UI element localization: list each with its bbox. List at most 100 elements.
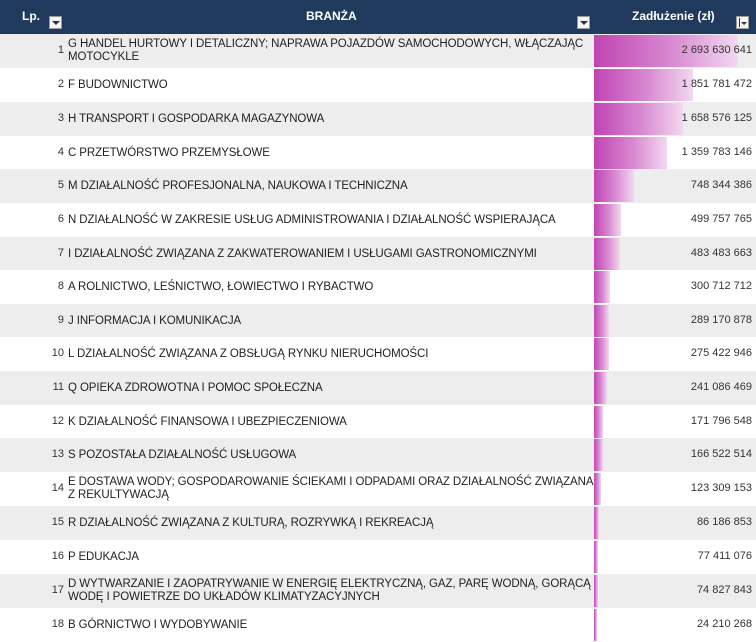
table-row[interactable]: 13 S POZOSTAŁA DZIAŁALNOŚĆ USŁUGOWA 166 52… (0, 438, 756, 472)
row-branza: N DZIAŁALNOŚĆ W ZAKRESIE USŁUG ADMINISTR… (68, 213, 556, 226)
table-row[interactable]: 12 K DZIAŁALNOŚĆ FINANSOWA I UBEZPIECZENI… (0, 405, 756, 439)
row-zadluzenie: 483 483 663 (690, 247, 752, 259)
row-zadluzenie: 289 170 878 (690, 314, 752, 326)
row-branza: D WYTWARZANIE I ZAOPATRYWANIE W ENERGIĘ … (68, 578, 591, 603)
header-lp-label: Lp. (22, 9, 40, 23)
row-branza: K DZIAŁALNOŚĆ FINANSOWA I UBEZPIECZENIOW… (68, 415, 347, 428)
row-zadluzenie-cell: 289 170 878 (594, 304, 756, 338)
table-row[interactable]: 4 C PRZETWÓRSTWO PRZEMYSŁOWE 1 359 783 146 (0, 136, 756, 170)
table-row[interactable]: 10 L DZIAŁALNOŚĆ ZWIĄZANA Z OBSŁUGĄ RYNKU… (0, 337, 756, 371)
row-zadluzenie: 300 712 712 (690, 280, 752, 292)
row-lp: 3 (57, 112, 64, 124)
row-lp-cell: 9 (0, 304, 66, 338)
row-lp: 11 (52, 381, 64, 393)
header-zadluzenie: Zadłużenie (zł) (594, 0, 756, 34)
data-bar (594, 406, 603, 438)
data-bar (594, 372, 607, 404)
row-lp-cell: 17 (0, 574, 66, 608)
table-row[interactable]: 9 J INFORMACJA I KOMUNIKACJA 289 170 878 (0, 304, 756, 338)
row-zadluzenie-cell: 2 693 630 641 (594, 34, 756, 68)
row-branza: G HANDEL HURTOWY I DETALICZNY; NAPRAWA P… (68, 38, 584, 63)
row-branza: E DOSTAWA WODY; GOSPODAROWANIE ŚCIEKAMI … (68, 476, 593, 501)
table-row[interactable]: 16 P EDUKACJA 77 411 076 (0, 540, 756, 574)
data-bar (594, 541, 598, 573)
row-zadluzenie: 499 757 765 (690, 213, 752, 225)
table-row[interactable]: 17 D WYTWARZANIE I ZAOPATRYWANIE W ENERGI… (0, 574, 756, 608)
table-row[interactable]: 8 A ROLNICTWO, LEŚNICTWO, ŁOWIECTWO I RYB… (0, 270, 756, 304)
row-lp: 2 (57, 78, 64, 90)
row-branza: L DZIAŁALNOŚĆ ZWIĄZANA Z OBSŁUGĄ RYNKU N… (68, 347, 429, 360)
table-row[interactable]: 15 R DZIAŁALNOŚĆ ZWIĄZANA Z KULTURĄ, ROZR… (0, 506, 756, 540)
row-zadluzenie-cell: 24 210 268 (594, 608, 756, 642)
table-row[interactable]: 14 E DOSTAWA WODY; GOSPODAROWANIE ŚCIEKAM… (0, 472, 756, 506)
table-row[interactable]: 18 B GÓRNICTWO I WYDOBYWANIE 24 210 268 (0, 608, 756, 642)
row-zadluzenie-cell: 275 422 946 (594, 337, 756, 371)
row-zadluzenie-cell: 748 344 386 (594, 169, 756, 203)
row-lp-cell: 1 (0, 34, 66, 68)
row-zadluzenie: 275 422 946 (690, 347, 752, 359)
row-lp-cell: 7 (0, 237, 66, 271)
row-zadluzenie: 166 522 514 (690, 448, 752, 460)
row-lp: 12 (51, 415, 64, 427)
table-row[interactable]: 11 Q OPIEKA ZDROWOTNA I POMOC SPOŁECZNA 24… (0, 371, 756, 405)
row-zadluzenie-cell: 74 827 843 (594, 574, 756, 608)
row-branza: A ROLNICTWO, LEŚNICTWO, ŁOWIECTWO I RYBA… (68, 280, 374, 293)
data-bar (594, 507, 599, 539)
row-zadluzenie: 1 359 783 146 (681, 146, 752, 158)
row-zadluzenie-cell: 123 309 153 (594, 472, 756, 506)
zadluzenie-sort-descending-icon[interactable] (736, 16, 749, 29)
row-zadluzenie-cell: 77 411 076 (594, 540, 756, 574)
table-row[interactable]: 5 M DZIAŁALNOŚĆ PROFESJONALNA, NAUKOWA I … (0, 169, 756, 203)
table-row[interactable]: 7 I DZIAŁALNOŚĆ ZWIĄZANA Z ZAKWATEROWANIE… (0, 237, 756, 271)
row-lp: 13 (51, 448, 64, 460)
row-zadluzenie-cell: 499 757 765 (594, 203, 756, 237)
data-bar (594, 35, 738, 67)
table-row[interactable]: 6 N DZIAŁALNOŚĆ W ZAKRESIE USŁUG ADMINIST… (0, 203, 756, 237)
row-lp: 4 (57, 146, 64, 158)
row-zadluzenie: 74 827 843 (696, 584, 752, 596)
row-zadluzenie: 86 186 853 (696, 516, 752, 528)
row-lp-cell: 5 (0, 169, 66, 203)
row-lp: 14 (51, 482, 64, 494)
row-lp-cell: 13 (0, 438, 66, 472)
table-row[interactable]: 1 G HANDEL HURTOWY I DETALICZNY; NAPRAWA … (0, 34, 756, 68)
table-row[interactable]: 2 F BUDOWNICTWO 1 851 781 472 (0, 68, 756, 102)
row-zadluzenie: 24 210 268 (696, 618, 752, 630)
row-branza: M DZIAŁALNOŚĆ PROFESJONALNA, NAUKOWA I T… (68, 179, 408, 192)
row-zadluzenie-cell: 1 851 781 472 (594, 68, 756, 102)
header-zadluzenie-label: Zadłużenie (zł) (632, 9, 715, 23)
row-zadluzenie: 748 344 386 (690, 179, 752, 191)
data-bar (594, 338, 609, 370)
row-zadluzenie: 77 411 076 (697, 550, 752, 562)
branza-filter-chevron-down-icon[interactable] (577, 16, 590, 29)
row-lp: 10 (51, 347, 64, 359)
row-zadluzenie-cell: 241 086 469 (594, 371, 756, 405)
row-lp-cell: 10 (0, 337, 66, 371)
table-header: Lp. BRANŻA Zadłużenie (zł) (0, 0, 756, 34)
lp-filter-chevron-down-icon[interactable] (49, 16, 62, 29)
row-lp-cell: 12 (0, 405, 66, 439)
row-zadluzenie: 1 851 781 472 (681, 78, 752, 90)
table-row[interactable]: 3 H TRANSPORT I GOSPODARKA MAGAZYNOWA 1 65… (0, 102, 756, 136)
row-zadluzenie-cell: 166 522 514 (594, 438, 756, 472)
row-branza: F BUDOWNICTWO (68, 78, 168, 91)
row-lp: 8 (57, 280, 64, 292)
data-bar (594, 473, 601, 505)
row-zadluzenie-cell: 1 658 576 125 (594, 102, 756, 136)
row-lp-cell: 11 (0, 371, 66, 405)
row-zadluzenie-cell: 300 712 712 (594, 270, 756, 304)
row-zadluzenie: 171 796 548 (690, 415, 752, 427)
data-bar (594, 575, 598, 607)
row-branza: I DZIAŁALNOŚĆ ZWIĄZANA Z ZAKWATEROWANIEM… (68, 247, 537, 260)
row-lp: 1 (57, 44, 64, 56)
row-zadluzenie: 241 086 469 (690, 381, 752, 393)
header-branza-label: BRANŻA (306, 9, 357, 23)
data-bar (594, 137, 667, 169)
row-lp: 15 (51, 516, 64, 528)
row-lp-cell: 18 (0, 608, 66, 642)
row-branza: Q OPIEKA ZDROWOTNA I POMOC SPOŁECZNA (68, 381, 323, 394)
row-zadluzenie-cell: 86 186 853 (594, 506, 756, 540)
row-branza: B GÓRNICTWO I WYDOBYWANIE (68, 618, 248, 631)
row-zadluzenie-cell: 483 483 663 (594, 237, 756, 271)
